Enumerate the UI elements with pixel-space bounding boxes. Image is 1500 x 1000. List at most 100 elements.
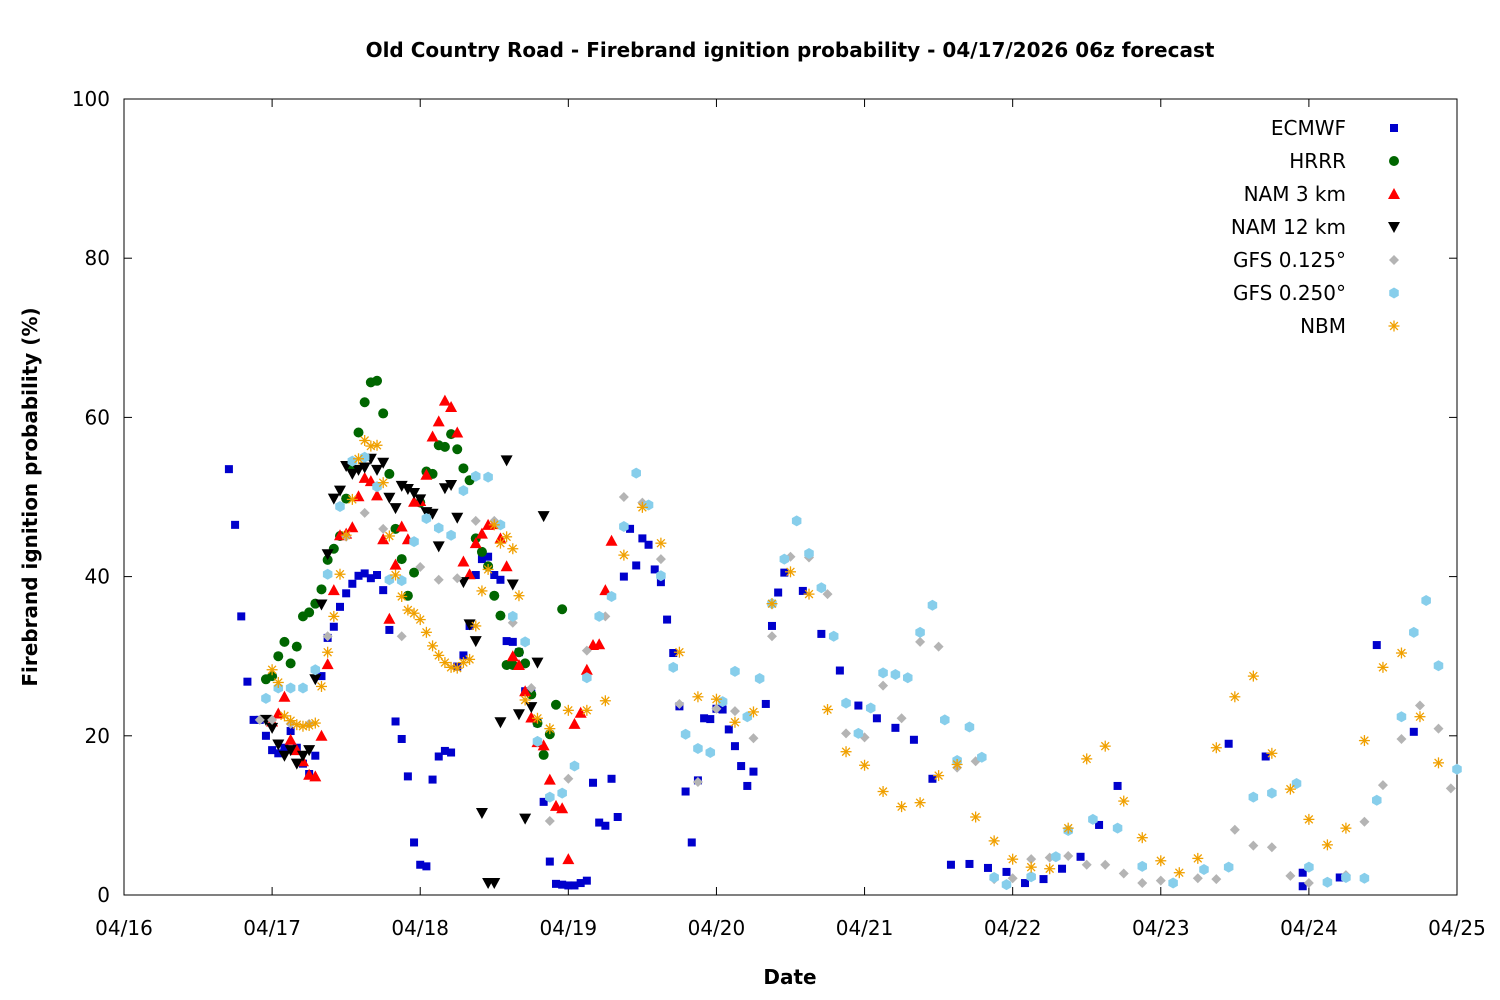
point-s3-14: [346, 468, 359, 480]
point-s5-60: [1001, 879, 1012, 891]
point-s0-113: [1372, 641, 1381, 650]
point-s0-55: [564, 881, 573, 890]
point-s0-1: [231, 520, 240, 529]
legend: ECMWF HRRR NAM 3 km NAM 12 km GFS 0.125° GFS …: [1231, 116, 1400, 338]
point-s5-74: [1322, 876, 1333, 888]
point-s1-15: [353, 427, 364, 438]
point-s0-44: [496, 575, 505, 584]
point-s5-39: [742, 711, 753, 723]
point-s6-84: [1303, 813, 1315, 825]
legend-label-6: NBM: [1300, 314, 1346, 338]
point-s1-2: [273, 651, 284, 662]
point-s0-102: [1021, 879, 1030, 888]
point-s4-1: [267, 714, 278, 725]
legend-marker-3: [1388, 222, 1400, 233]
point-s0-91: [817, 629, 826, 638]
point-s1-29: [439, 441, 450, 452]
point-s0-2: [237, 612, 246, 621]
point-s5-43: [791, 515, 802, 527]
x-tick-label-7: 04/23: [1132, 916, 1190, 940]
point-s0-14: [311, 751, 320, 760]
y-axis: 0 20 40 60 80 100: [72, 87, 1457, 907]
point-s0-8: [274, 749, 283, 758]
point-s1-22: [396, 554, 407, 565]
point-s6-58: [822, 704, 834, 716]
point-s0-77: [700, 714, 709, 723]
point-s0-19: [342, 589, 351, 598]
point-s0-95: [891, 723, 900, 732]
point-s4-42: [1026, 854, 1037, 865]
point-s2-32: [463, 568, 476, 580]
point-s3-18: [371, 464, 384, 476]
point-s0-82: [730, 742, 739, 751]
point-s4-26: [729, 706, 740, 717]
point-s0-61: [601, 821, 610, 830]
point-s3-9: [315, 599, 328, 611]
point-s3-12: [333, 485, 346, 497]
point-s5-81: [1433, 660, 1444, 672]
point-s0-105: [1076, 852, 1085, 861]
x-tick-label-5: 04/21: [836, 916, 894, 940]
point-s4-24: [692, 776, 703, 787]
legend-label-3: NAM 12 km: [1231, 215, 1346, 239]
x-tick-label-6: 04/22: [984, 916, 1042, 940]
point-s6-76: [1155, 855, 1167, 867]
point-s1-45: [538, 749, 549, 760]
point-s1-24: [409, 567, 420, 578]
point-s0-22: [360, 569, 369, 578]
point-s0-10: [286, 727, 295, 736]
point-s0-30: [410, 838, 419, 847]
point-s5-78: [1396, 711, 1407, 723]
point-s6-81: [1247, 670, 1259, 682]
point-s4-50: [1192, 873, 1203, 884]
point-s5-64: [1088, 813, 1098, 825]
point-s2-25: [420, 468, 433, 480]
series-2: [266, 394, 618, 865]
point-s6-0: [266, 664, 278, 676]
point-s5-65: [1112, 822, 1123, 834]
point-s5-30: [631, 467, 641, 479]
point-s2-9: [321, 658, 334, 670]
point-s3-21: [389, 503, 402, 515]
point-s6-80: [1229, 691, 1241, 703]
point-s0-100: [983, 863, 992, 872]
point-s2-33: [469, 537, 482, 549]
point-s4-52: [1229, 824, 1240, 835]
x-tick-label-3: 04/19: [540, 916, 598, 940]
point-s0-7: [268, 746, 277, 755]
point-s3-16: [358, 462, 371, 474]
point-s0-64: [619, 572, 628, 581]
point-s1-7: [304, 607, 315, 618]
point-s2-3: [284, 733, 297, 745]
point-s5-45: [816, 582, 827, 594]
point-s6-33: [470, 620, 482, 632]
point-s5-52: [902, 672, 913, 684]
point-s0-88: [774, 588, 783, 597]
point-s4-56: [1303, 878, 1314, 889]
point-s0-43: [490, 571, 499, 580]
point-s0-74: [681, 787, 690, 796]
point-s6-3: [285, 715, 297, 727]
point-s0-23: [366, 574, 375, 583]
point-s1-35: [476, 546, 487, 557]
point-s6-45: [581, 704, 593, 716]
point-s0-92: [835, 666, 844, 675]
point-s6-63: [914, 797, 926, 809]
point-s4-60: [1396, 733, 1407, 744]
point-s6-59: [840, 746, 852, 758]
point-s3-6: [296, 750, 309, 762]
point-s0-59: [589, 778, 598, 787]
point-s0-110: [1261, 752, 1270, 761]
point-s0-83: [737, 762, 746, 771]
legend-label-2: NAM 3 km: [1244, 182, 1346, 206]
legend-marker-1: [1389, 156, 1399, 166]
point-s4-47: [1118, 868, 1129, 879]
point-s5-26: [582, 672, 592, 684]
y-tick-label-0: 0: [97, 883, 110, 907]
point-s6-38: [501, 531, 513, 543]
point-s2-26: [426, 430, 439, 442]
point-s6-39: [507, 543, 519, 555]
point-s0-0: [224, 465, 233, 474]
point-s2-20: [389, 558, 402, 570]
point-s5-62: [1051, 851, 1061, 863]
